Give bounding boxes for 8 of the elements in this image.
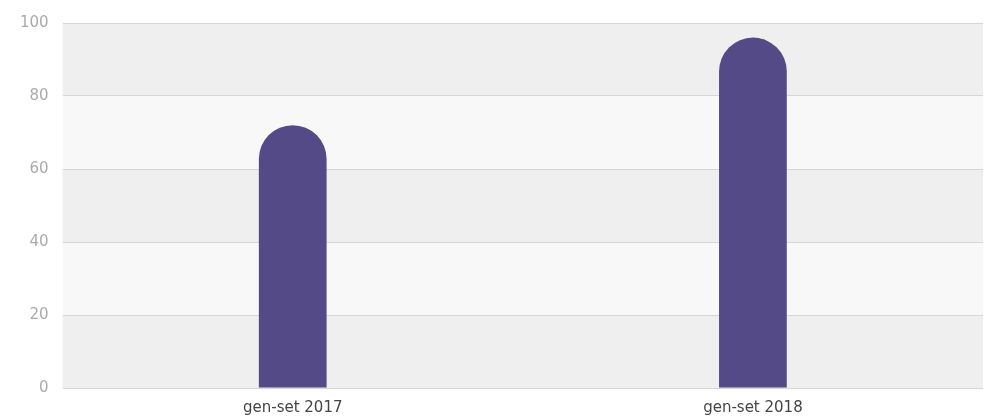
y-tick-label: 60 — [29, 158, 49, 177]
x-tick-label: gen-set 2017 — [242, 397, 343, 416]
y-tick-label: 40 — [29, 231, 49, 250]
y-tick-label: 0 — [39, 377, 49, 396]
y-tick-label: 100 — [19, 12, 49, 31]
y-tick-label: 80 — [29, 85, 49, 104]
y-tick-label: 20 — [29, 304, 49, 323]
x-tick-label: gen-set 2018 — [703, 397, 803, 416]
